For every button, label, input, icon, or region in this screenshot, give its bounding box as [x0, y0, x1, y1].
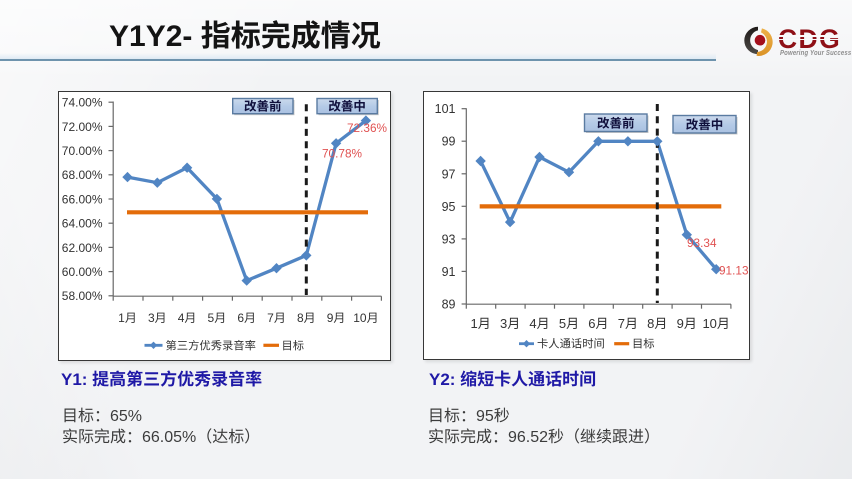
svg-text:97: 97 — [442, 167, 456, 181]
svg-text:5月: 5月 — [208, 311, 227, 325]
svg-text:5月: 5月 — [559, 316, 579, 331]
svg-text:6月: 6月 — [237, 311, 256, 325]
svg-text:改善中: 改善中 — [686, 118, 724, 132]
svg-text:70.78%: 70.78% — [322, 147, 363, 161]
svg-text:95: 95 — [442, 200, 456, 214]
svg-text:93.34: 93.34 — [687, 236, 717, 250]
svg-text:10月: 10月 — [353, 311, 378, 325]
svg-text:74.00%: 74.00% — [62, 96, 103, 110]
svg-text:9月: 9月 — [327, 311, 346, 325]
svg-text:1月: 1月 — [470, 316, 490, 331]
svg-text:9月: 9月 — [677, 316, 697, 331]
svg-text:72.36%: 72.36% — [347, 121, 388, 135]
svg-text:62.00%: 62.00% — [62, 241, 103, 255]
svg-text:10月: 10月 — [702, 316, 729, 331]
svg-text:3月: 3月 — [500, 316, 520, 331]
svg-text:91.13: 91.13 — [719, 264, 749, 278]
svg-text:目标: 目标 — [632, 338, 655, 351]
svg-text:改善前: 改善前 — [597, 116, 635, 130]
svg-text:4月: 4月 — [529, 316, 549, 331]
svg-text:91: 91 — [442, 265, 456, 279]
svg-text:89: 89 — [442, 298, 456, 312]
svg-text:70.00%: 70.00% — [62, 144, 103, 158]
svg-text:68.00%: 68.00% — [62, 168, 103, 182]
svg-text:8月: 8月 — [297, 311, 316, 325]
svg-text:6月: 6月 — [588, 316, 608, 331]
svg-text:58.00%: 58.00% — [62, 289, 103, 303]
svg-text:93: 93 — [442, 232, 456, 246]
svg-text:1月: 1月 — [118, 311, 137, 325]
svg-text:3月: 3月 — [148, 311, 167, 325]
svg-text:101: 101 — [435, 102, 456, 116]
svg-text:64.00%: 64.00% — [62, 217, 103, 231]
svg-text:卡人通话时间: 卡人通话时间 — [537, 338, 605, 351]
svg-text:72.00%: 72.00% — [62, 120, 103, 134]
svg-text:改善前: 改善前 — [244, 100, 282, 114]
svg-text:66.00%: 66.00% — [62, 192, 103, 206]
svg-text:第三方优秀录音率: 第三方优秀录音率 — [166, 340, 256, 353]
svg-text:4月: 4月 — [178, 311, 197, 325]
svg-text:99: 99 — [442, 135, 456, 149]
svg-text:改善中: 改善中 — [328, 100, 366, 114]
svg-text:8月: 8月 — [647, 316, 667, 331]
svg-text:7月: 7月 — [267, 311, 286, 325]
svg-text:7月: 7月 — [618, 316, 638, 331]
svg-text:目标: 目标 — [282, 340, 305, 353]
svg-text:60.00%: 60.00% — [62, 265, 103, 279]
